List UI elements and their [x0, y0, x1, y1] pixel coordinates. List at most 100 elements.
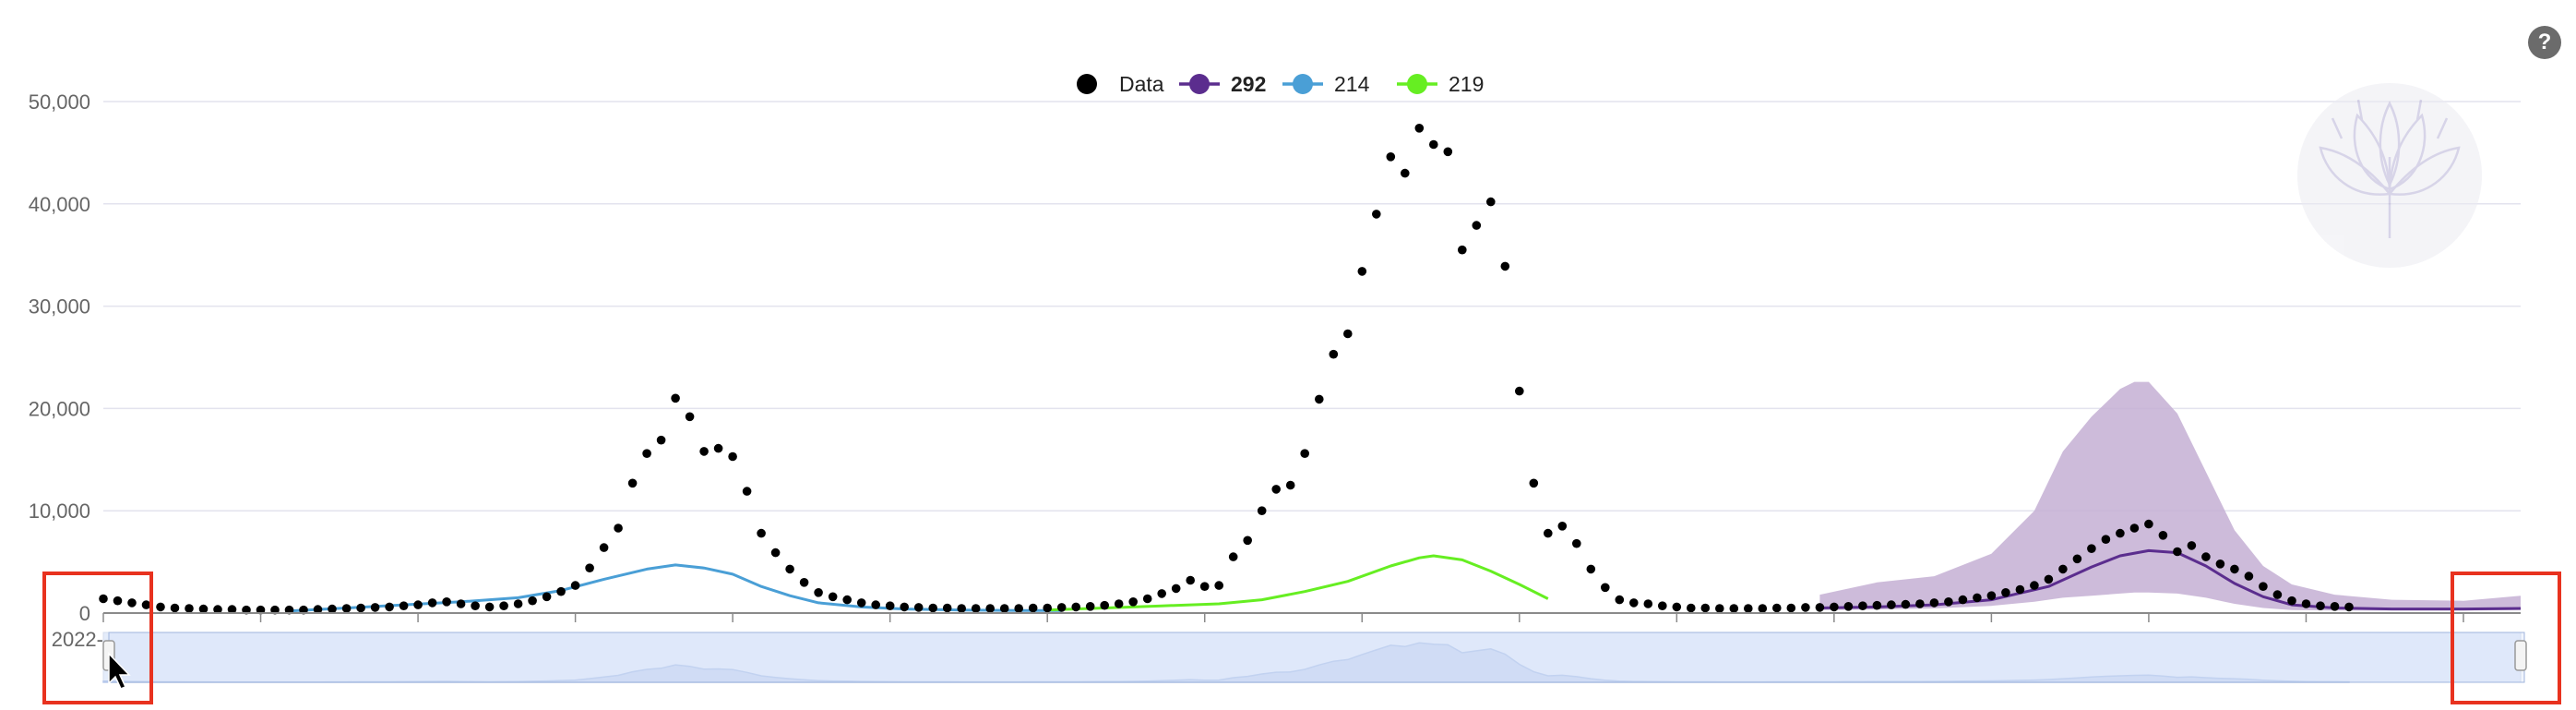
data-point — [671, 393, 680, 403]
data-point — [1500, 261, 1510, 271]
data-point — [699, 447, 709, 456]
data-point — [156, 602, 165, 612]
legend-item-219[interactable]: 219 — [1397, 72, 1484, 96]
data-point — [814, 588, 823, 597]
data-point — [1615, 595, 1625, 605]
data-point — [1729, 604, 1739, 613]
data-point — [141, 600, 151, 609]
data-point — [1629, 598, 1639, 608]
data-point — [770, 548, 781, 558]
data-point — [2030, 581, 2039, 590]
data-point — [1071, 602, 1080, 612]
data-point — [1100, 600, 1109, 610]
data-point — [1243, 536, 1252, 546]
data-point — [2272, 590, 2283, 599]
data-point — [2158, 531, 2168, 540]
legend-item-292[interactable]: 292 — [1179, 72, 1266, 96]
help-button[interactable]: ? — [2528, 26, 2561, 59]
data-point — [2301, 599, 2311, 608]
navigator-area — [102, 642, 2350, 683]
series-line-219 — [1047, 554, 1549, 612]
data-point — [1544, 528, 1553, 538]
data-point — [2001, 588, 2010, 597]
data-point — [370, 603, 380, 612]
data-point — [599, 543, 609, 552]
data-point — [542, 592, 552, 602]
data-point — [2058, 564, 2068, 574]
data-point — [971, 604, 981, 613]
data-point — [1271, 485, 1281, 494]
data-point — [1687, 603, 1696, 613]
data-point — [2116, 528, 2125, 538]
data-point — [328, 604, 337, 614]
data-point — [2087, 544, 2096, 553]
data-point — [2101, 535, 2111, 544]
data-point — [1786, 603, 1796, 613]
data-point — [1128, 597, 1138, 607]
data-point — [227, 605, 237, 614]
data-point — [1214, 581, 1223, 590]
data-point — [942, 603, 952, 613]
data-point — [2144, 519, 2153, 529]
range-navigator[interactable] — [102, 632, 2527, 683]
data-point — [1772, 603, 1782, 613]
y-tick-label: 0 — [79, 602, 90, 625]
data-point — [427, 598, 437, 608]
legend-item-214[interactable]: 214 — [1282, 72, 1370, 96]
data-point — [1472, 221, 1482, 230]
data-point — [1700, 603, 1711, 613]
data-point — [528, 596, 537, 606]
data-point — [442, 597, 451, 607]
data-point — [999, 604, 1009, 613]
data-point — [1843, 602, 1854, 611]
data-point — [871, 600, 880, 609]
data-point — [913, 603, 924, 612]
legend-item-data[interactable]: Data — [1077, 72, 1164, 96]
series-band-292 — [1819, 381, 2521, 611]
data-point — [1429, 139, 1438, 150]
legend-label: Data — [1119, 72, 1164, 96]
data-point — [1986, 591, 1997, 600]
data-point — [2015, 584, 2025, 595]
data-point — [99, 594, 108, 604]
data-point — [1601, 583, 1610, 593]
data-point — [484, 602, 495, 612]
data-point — [1801, 603, 1810, 612]
data-point — [828, 592, 838, 602]
y-tick-label: 20,000 — [29, 397, 90, 420]
data-point — [900, 602, 909, 612]
y-tick-label: 50,000 — [29, 90, 90, 114]
data-point — [1557, 522, 1568, 531]
data-point — [570, 581, 580, 590]
data-points — [99, 124, 2354, 615]
data-point — [1014, 604, 1023, 613]
data-point — [1199, 582, 1210, 591]
data-point — [2244, 572, 2254, 581]
data-point — [1672, 602, 1682, 612]
legend-marker — [1407, 74, 1427, 94]
data-point — [842, 595, 852, 605]
data-point — [1929, 598, 1939, 608]
data-point — [556, 586, 566, 596]
data-point — [1815, 603, 1825, 612]
data-point — [1944, 597, 1953, 607]
data-point — [585, 563, 594, 572]
data-point — [1458, 245, 1467, 255]
data-point — [957, 604, 966, 613]
data-point — [1315, 394, 1324, 404]
data-point — [1658, 601, 1667, 610]
legend[interactable]: Data 292 214 219 — [1077, 72, 1484, 96]
data-point — [1157, 589, 1166, 598]
legend-marker — [1077, 74, 1097, 94]
data-point — [2230, 564, 2239, 574]
data-point — [2201, 552, 2211, 561]
data-point — [1357, 267, 1367, 276]
data-point — [1343, 329, 1353, 339]
data-point — [985, 604, 995, 613]
data-point — [1285, 480, 1295, 490]
range-selection[interactable] — [108, 632, 2525, 683]
data-point — [713, 443, 723, 453]
range-handle-right[interactable] — [2514, 640, 2527, 671]
data-point — [2129, 523, 2140, 533]
